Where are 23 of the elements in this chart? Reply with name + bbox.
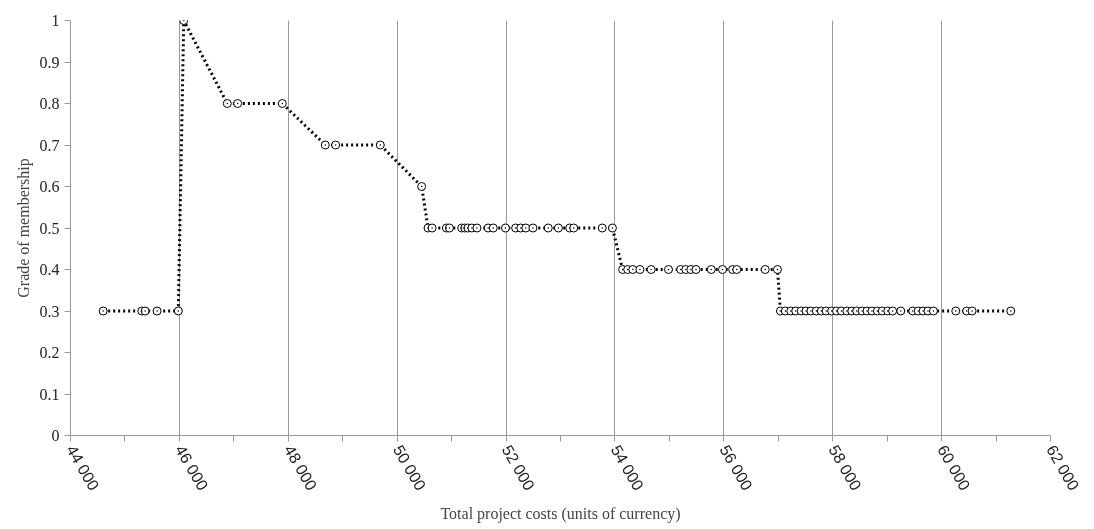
y-tick-label: 0.5 [39, 219, 60, 237]
y-tick-label: 1 [51, 12, 60, 29]
y-tick-label: 0.6 [39, 178, 60, 195]
x-tick-label: 62 000 [1043, 442, 1083, 494]
x-tick-label: 48 000 [280, 442, 321, 494]
x-tick-label: 60 000 [934, 442, 974, 494]
y-axis-title: Grade of membership [14, 158, 33, 298]
y-tick-label: 0.3 [39, 302, 60, 320]
y-tick-label: 0.9 [39, 53, 60, 71]
x-tick-label: 52 000 [498, 442, 538, 494]
x-tick-label: 54 000 [607, 442, 647, 494]
y-tick-label: 0.7 [39, 136, 60, 154]
x-tick-label: 56 000 [716, 442, 756, 494]
x-tick-label: 50 000 [389, 442, 430, 494]
y-tick-label: 0 [51, 427, 60, 444]
x-tick-label: 46 000 [172, 442, 212, 494]
y-tick-label: 0.2 [39, 344, 60, 361]
x-tick-label: 44 000 [63, 442, 103, 494]
y-tick-label: 0.4 [39, 261, 60, 278]
x-axis-title: Total project costs (units of currency) [440, 505, 681, 524]
y-tick-label: 0.8 [39, 95, 60, 112]
x-tick-label: 58 000 [825, 442, 865, 494]
y-tick-label: 0.1 [39, 385, 60, 403]
